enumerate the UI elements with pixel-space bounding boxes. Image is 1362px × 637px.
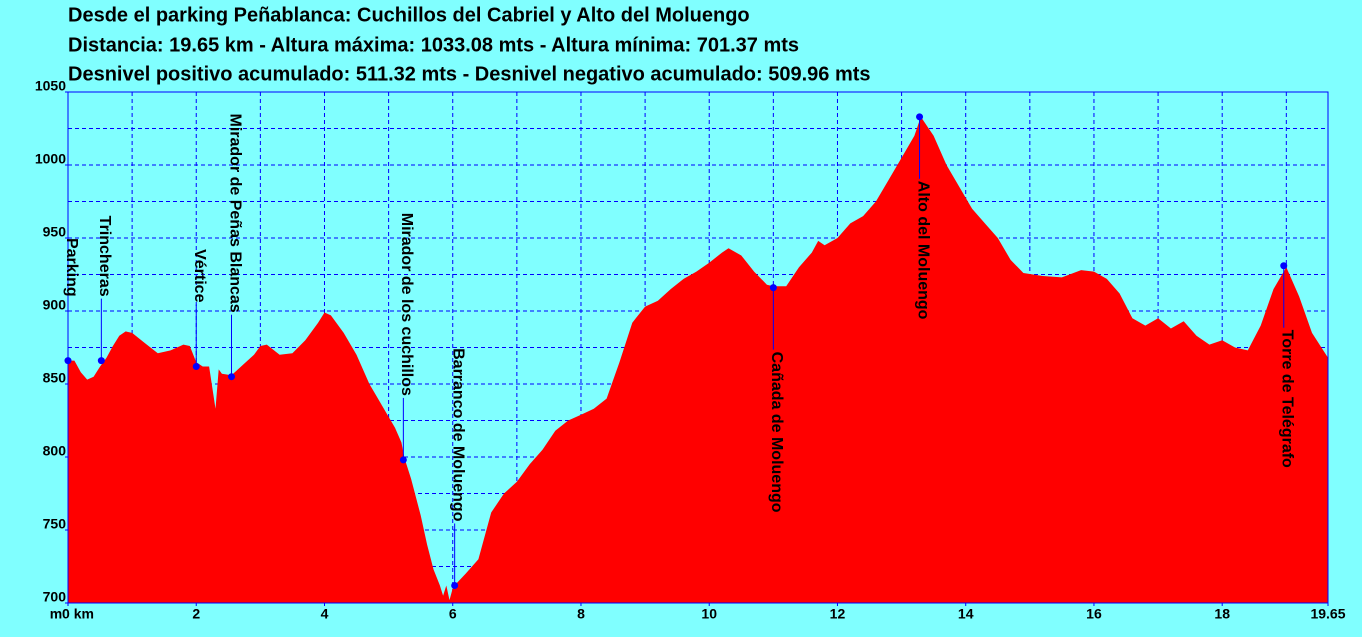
x-tick-label: 10 [701,606,717,622]
waypoint-label: Parking [63,238,80,297]
elevation-area [68,116,1328,604]
waypoint-marker [399,456,407,464]
waypoint-label: Trincheras [96,216,113,297]
chart-subtitle: Desnivel positivo acumulado: 511.32 mts … [68,63,871,85]
x-tick-label: 16 [1086,606,1102,622]
waypoint-label: Mirador de los cuchillos [398,213,415,396]
y-tick-label: 1050 [35,78,66,94]
waypoint-label: Torre de Telégrafo [1279,330,1296,468]
x-tick-label: 14 [958,606,974,622]
y-tick-label: 850 [43,370,67,386]
waypoint-marker [64,357,72,365]
y-tick-label: 1000 [35,151,66,167]
y-tick-label: 700 [43,589,67,605]
chart-title: Desde el parking Peñablanca: Cuchillos d… [68,4,750,26]
waypoint-label: Cañada de Moluengo [768,352,785,513]
waypoint-label: Alto del Moluengo [914,181,931,320]
x-tick-label: 18 [1214,606,1230,622]
y-tick-label: 900 [43,297,67,313]
waypoint-marker [192,362,200,370]
waypoint-label: Barranco de Moluengo [449,348,466,522]
x-tick-label: 12 [830,606,846,622]
x-tick-label: 19.65 [1310,606,1345,622]
waypoint-marker [916,113,924,121]
y-tick-label: 800 [43,443,67,459]
x-tick-label: 6 [449,606,457,622]
x-tick-label: 2 [192,606,200,622]
waypoint-marker [228,373,236,381]
waypoint-marker [97,357,105,365]
y-unit: m [50,606,62,622]
y-tick-label: 750 [43,516,67,532]
x-tick-label: 4 [321,606,329,622]
x-tick-label: 0 km [62,606,94,622]
chart-subtitle: Distancia: 19.65 km - Altura máxima: 103… [68,34,799,56]
waypoint-marker [1280,262,1288,270]
waypoint-label: Mirador de Peñas Blancas [226,114,243,313]
x-tick-label: 8 [577,606,585,622]
waypoint-marker [451,581,459,589]
y-tick-label: 950 [43,224,67,240]
waypoint-marker [769,284,777,292]
waypoint-label: Vértice [191,249,208,302]
